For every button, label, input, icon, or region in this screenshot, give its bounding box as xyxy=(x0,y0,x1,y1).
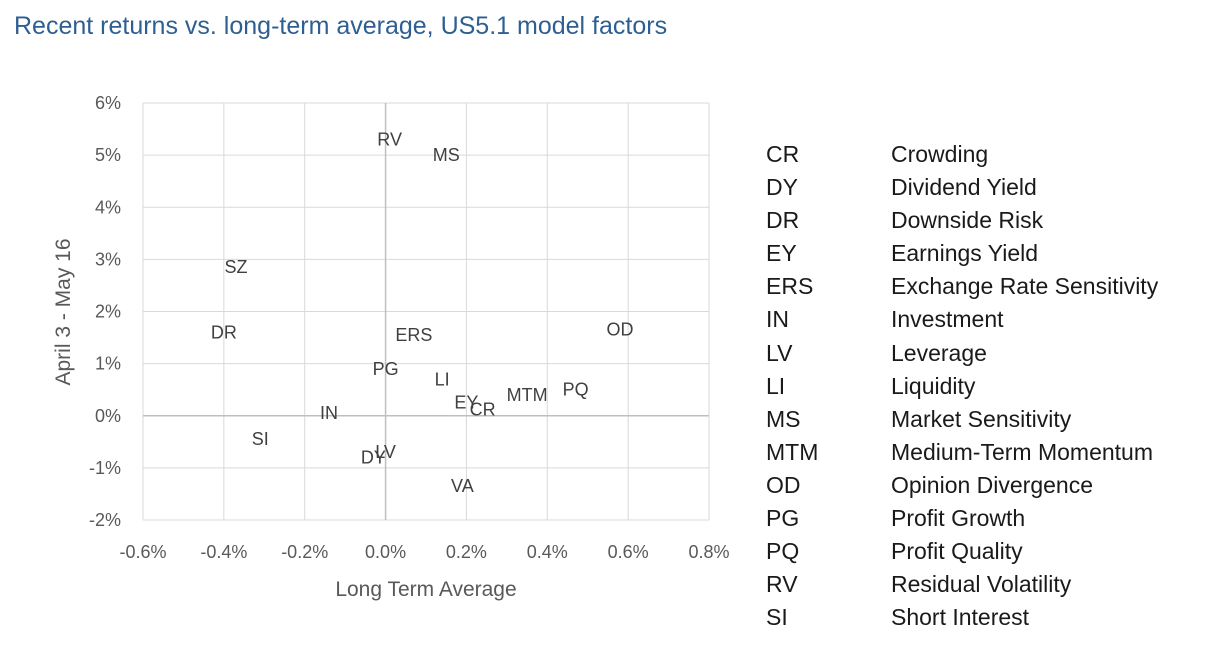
legend-name: Profit Quality xyxy=(891,538,1023,565)
y-tick-label: -2% xyxy=(89,510,121,530)
y-tick-label: 4% xyxy=(95,197,121,217)
point-label-ers: ERS xyxy=(395,325,432,345)
point-label-in: IN xyxy=(320,403,338,423)
legend-row: IN Investment xyxy=(766,303,1158,336)
y-tick-label: 6% xyxy=(95,93,121,113)
legend-code: DR xyxy=(766,207,800,234)
legend-code: RV xyxy=(766,571,798,598)
point-label-mtm: MTM xyxy=(507,385,548,405)
point-label-pg: PG xyxy=(373,359,399,379)
legend-name: Investment xyxy=(891,306,1004,333)
point-label-od: OD xyxy=(607,320,634,340)
y-axis-label: April 3 - May 16 xyxy=(52,238,75,385)
scatter-chart: -0.6% -0.4% -0.2% 0.0% 0.2% 0.4% 0.6% 0.8% 6% 5%… xyxy=(52,93,730,601)
legend-row: MS Market Sensitivity xyxy=(766,403,1158,436)
legend-name: Dividend Yield xyxy=(891,174,1037,201)
legend-code: MTM xyxy=(766,438,819,465)
legend-row: PG Profit Growth xyxy=(766,502,1158,535)
y-tick-label: 3% xyxy=(95,249,121,269)
point-label-rv: RV xyxy=(377,129,402,149)
legend-row: PQ Profit Quality xyxy=(766,535,1158,568)
point-label-si: SI xyxy=(252,429,269,449)
legend-name: Leverage xyxy=(891,339,987,366)
point-label-sz: SZ xyxy=(224,257,247,277)
legend-code: PG xyxy=(766,505,800,532)
legend-name: Profit Growth xyxy=(891,505,1026,532)
x-tick-label: -0.2% xyxy=(281,542,328,562)
legend-row: EY Earnings Yield xyxy=(766,237,1158,270)
legend-code: OD xyxy=(766,471,801,498)
y-tick-label: 2% xyxy=(95,302,121,322)
legend-code: CR xyxy=(766,141,800,167)
legend-row: MTM Medium-Term Momentum xyxy=(766,436,1158,469)
legend-name: Earnings Yield xyxy=(891,240,1039,267)
y-tick-label: 0% xyxy=(95,406,121,426)
legend-row: RV Residual Volatility xyxy=(766,568,1158,601)
point-label-lv: LV xyxy=(375,442,396,462)
legend-row: CR Crowding xyxy=(766,138,1158,171)
point-label-ey: EY xyxy=(454,393,478,413)
legend-row: ERS Exchange Rate Sensitivity xyxy=(766,270,1158,303)
x-tick-label: 0.2% xyxy=(446,542,487,562)
x-tick-label: 0.8% xyxy=(688,542,729,562)
legend-name: Exchange Rate Sensitivity xyxy=(891,273,1159,300)
legend-name: Liquidity xyxy=(891,372,976,399)
legend-row: DR Downside Risk xyxy=(766,204,1158,237)
x-axis-label: Long Term Average xyxy=(335,578,516,601)
x-tick-labels: -0.6% -0.4% -0.2% 0.0% 0.2% 0.4% 0.6% 0.8% xyxy=(119,542,729,562)
legend-name: Crowding xyxy=(891,141,989,167)
legend-name: Short Interest xyxy=(891,604,1030,631)
x-tick-label: 0.4% xyxy=(527,542,568,562)
zero-axes xyxy=(143,103,709,520)
point-label-pq: PQ xyxy=(563,380,589,400)
point-label-va: VA xyxy=(451,476,474,496)
legend-code: LV xyxy=(766,339,793,366)
point-label-dy: DY xyxy=(361,447,386,467)
point-label-ms: MS xyxy=(433,145,460,165)
legend-name: Opinion Divergence xyxy=(891,471,1094,498)
chart-title: Recent returns vs. long-term average, US… xyxy=(14,12,668,40)
legend-code: EY xyxy=(766,240,797,267)
legend-row: LI Liquidity xyxy=(766,370,1158,403)
legend-code: PQ xyxy=(766,538,800,565)
y-tick-label: 1% xyxy=(95,354,121,374)
legend-row: DY Dividend Yield xyxy=(766,171,1158,204)
x-tick-label: 0.0% xyxy=(365,542,406,562)
legend-name: Medium-Term Momentum xyxy=(891,438,1153,465)
legend-name: Market Sensitivity xyxy=(891,405,1072,432)
point-label-dr: DR xyxy=(211,322,237,342)
legend-row: OD Opinion Divergence xyxy=(766,469,1158,502)
legend-code: LI xyxy=(766,372,786,399)
legend-name: Downside Risk xyxy=(891,207,1044,234)
legend-code: MS xyxy=(766,405,801,432)
point-label-li: LI xyxy=(435,369,450,389)
legend-row: SI Short Interest xyxy=(766,601,1158,634)
y-tick-labels: 6% 5% 4% 3% 2% 1% 0% -1% -2% xyxy=(89,93,121,530)
legend-code: DY xyxy=(766,174,798,201)
x-tick-label: -0.6% xyxy=(119,542,166,562)
legend-code: IN xyxy=(766,306,789,333)
y-tick-label: 5% xyxy=(95,145,121,165)
legend-row: LV Leverage xyxy=(766,337,1158,370)
legend-name: Residual Volatility xyxy=(891,571,1072,598)
point-label-cr: CR xyxy=(470,399,496,419)
legend-code: SI xyxy=(766,604,788,631)
legend-code: ERS xyxy=(766,273,814,300)
y-tick-label: -1% xyxy=(89,458,121,478)
x-tick-label: 0.6% xyxy=(608,542,649,562)
grid-lines xyxy=(142,102,710,521)
x-tick-label: -0.4% xyxy=(200,542,247,562)
factor-legend: CR Crowding DY Dividend Yield DR Downside Ris… xyxy=(766,138,1158,634)
